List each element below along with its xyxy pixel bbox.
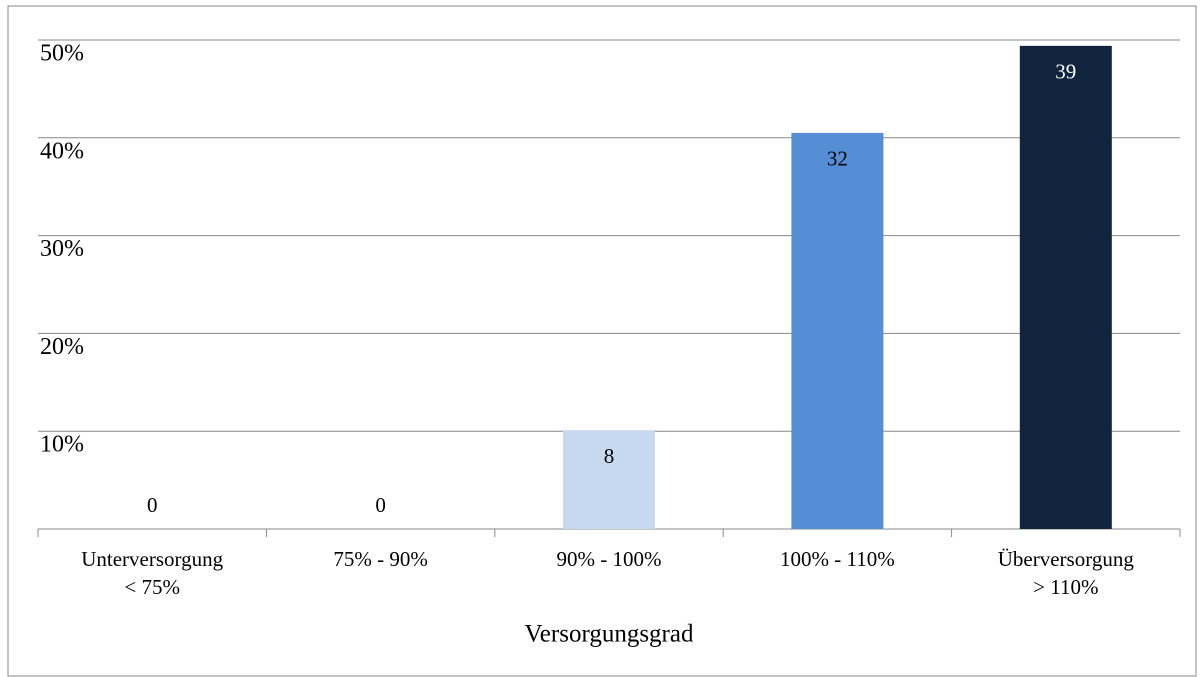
x-tick-label: > 110% xyxy=(1033,575,1098,599)
x-tick-label: Überversorgung xyxy=(998,547,1135,571)
y-tick-label: 40% xyxy=(40,138,84,164)
x-axis-title: Versorgungsgrad xyxy=(525,621,694,648)
data-label: 8 xyxy=(604,444,615,468)
y-tick-label: 10% xyxy=(40,432,84,458)
x-tick-label: Unterversorgung xyxy=(81,547,223,571)
x-tick-label: 100% - 110% xyxy=(780,547,895,571)
bar xyxy=(1019,45,1112,529)
bar xyxy=(791,132,884,529)
x-tick-label: 90% - 100% xyxy=(557,547,662,571)
data-label: 39 xyxy=(1055,60,1076,84)
x-tick-label: < 75% xyxy=(124,575,180,599)
data-label: 0 xyxy=(147,493,158,517)
data-label: 32 xyxy=(827,147,848,171)
y-tick-label: 20% xyxy=(40,334,84,360)
y-tick-label: 30% xyxy=(40,236,84,262)
x-tick-label: 75% - 90% xyxy=(333,547,427,571)
y-tick-label: 50% xyxy=(40,41,84,67)
data-label: 0 xyxy=(375,493,386,517)
chart-frame xyxy=(7,5,1197,677)
bar xyxy=(563,430,655,529)
